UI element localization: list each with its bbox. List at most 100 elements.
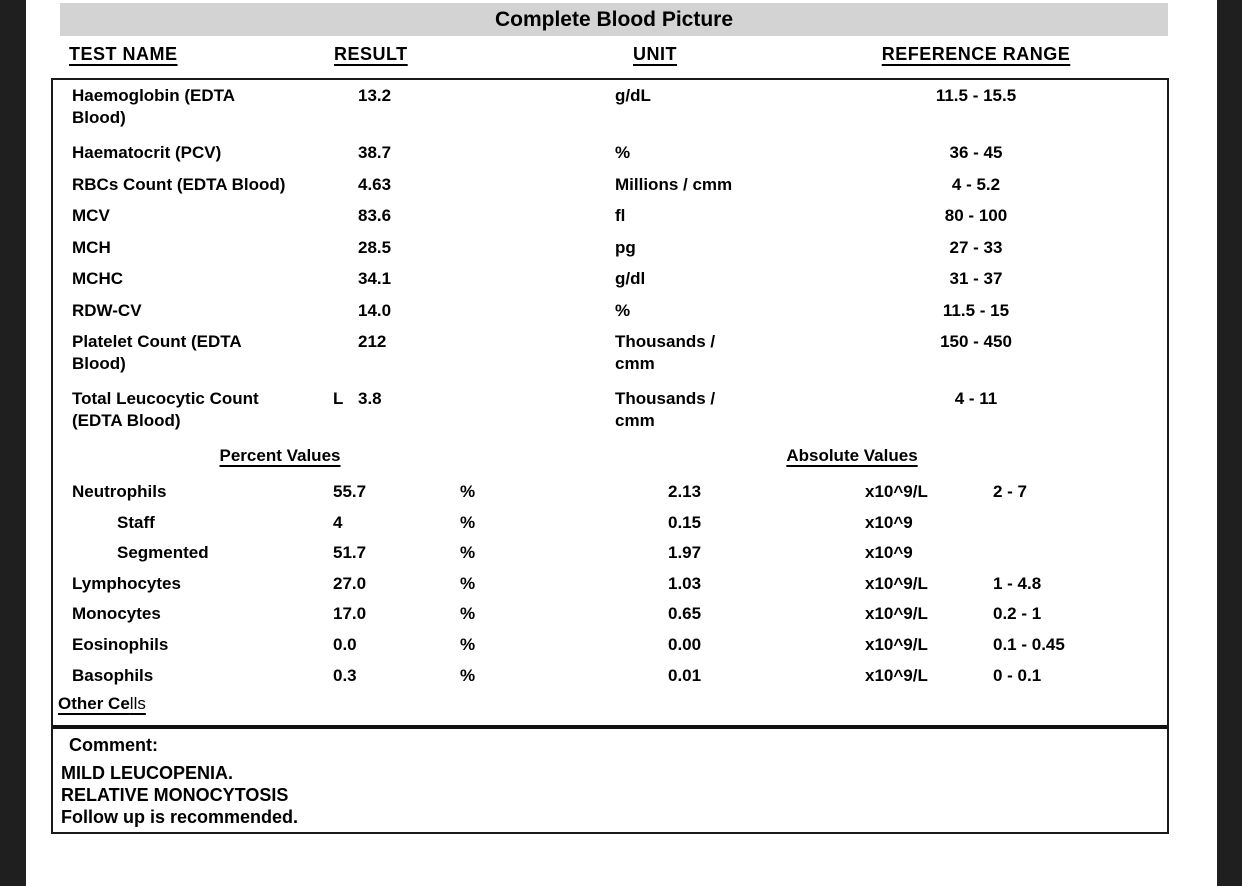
absolute-value: 2.13 xyxy=(668,482,702,501)
reference-range-value: 31 - 37 xyxy=(949,269,1003,288)
reference-range-value: 150 - 450 xyxy=(940,332,1012,351)
other-cells-row: Other Cells xyxy=(53,691,1167,725)
cell-type-name: Segmented xyxy=(117,543,209,563)
table-row: Segmented 51.7 % 1.97 x10^9 xyxy=(53,538,1167,569)
other-cells-label-bold: Other Ce xyxy=(58,694,130,714)
percent-value: 0.3 xyxy=(333,665,357,685)
absolute-unit: x10^9/L xyxy=(865,604,928,624)
column-header-unit: UNIT xyxy=(633,44,677,64)
column-header-test-name: TEST NAME xyxy=(69,44,178,64)
percent-value: 0.0 xyxy=(333,634,357,654)
test-name: MCV xyxy=(72,206,110,225)
absolute-values-heading: Absolute Values xyxy=(786,446,918,465)
test-name: RDW-CV xyxy=(72,300,142,320)
percent-unit: % xyxy=(460,543,476,563)
unit-value: g/dl xyxy=(615,269,646,288)
percent-unit: % xyxy=(460,573,476,593)
unit-value: % xyxy=(615,300,631,320)
other-cells-label: Other Cells xyxy=(58,693,146,715)
result-value: 38.7 xyxy=(358,143,392,162)
cell-type-name: Monocytes xyxy=(72,604,161,624)
unit-value: g/dL xyxy=(615,86,651,105)
reference-range-value: 11.5 - 15.5 xyxy=(935,86,1017,105)
absolute-value: 0.01 xyxy=(668,665,702,685)
report-title: Complete Blood Picture xyxy=(494,7,734,31)
table-row: MCH 28.5 pg 27 - 33 xyxy=(53,232,1167,264)
test-name: RBCs Count (EDTA Blood) xyxy=(72,174,286,194)
percent-value: 17.0 xyxy=(333,604,367,624)
cell-type-name: Basophils xyxy=(72,665,154,685)
result-value: 28.5 xyxy=(358,237,392,257)
result-value: 13.2 xyxy=(358,86,392,105)
differential-rows-group: Neutrophils 55.7 % 2.13 x10^9/L 2 - 7 St… xyxy=(53,477,1167,691)
results-table: Haemoglobin (EDTA Blood) 13.2 g/dL 11.5 … xyxy=(51,78,1169,834)
absolute-unit: x10^9 xyxy=(865,543,913,563)
table-row: RDW-CV 14.0 % 11.5 - 15 xyxy=(53,295,1167,327)
reference-range-value: 80 - 100 xyxy=(944,206,1008,225)
table-row: Eosinophils 0.0 % 0.00 x10^9/L 0.1 - 0.4… xyxy=(53,630,1167,661)
percent-unit: % xyxy=(460,634,476,654)
percent-unit: % xyxy=(460,604,476,624)
result-flag: L xyxy=(333,389,344,408)
percent-unit: % xyxy=(460,512,476,532)
absolute-value: 0.15 xyxy=(668,512,702,532)
table-row: Lymphocytes 27.0 % 1.03 x10^9/L 1 - 4.8 xyxy=(53,569,1167,600)
comment-text-line: RELATIVE MONOCYTOSIS xyxy=(61,785,289,806)
percent-value: 4 xyxy=(333,512,343,532)
test-name: Platelet Count (EDTA Blood) xyxy=(72,332,242,373)
test-name: MCH xyxy=(72,237,111,257)
unit-value: Millions / cmm xyxy=(615,174,733,194)
table-row: Platelet Count (EDTA Blood) 212 Thousand… xyxy=(53,326,1167,383)
result-value: 83.6 xyxy=(358,206,392,225)
unit-value: Thousands / cmm xyxy=(615,332,716,373)
test-name: Total Leucocytic Count (EDTA Blood) xyxy=(72,389,259,430)
result-value: 34.1 xyxy=(358,269,392,288)
reference-range-value: 0.2 - 1 xyxy=(993,604,1042,624)
table-row: Neutrophils 55.7 % 2.13 x10^9/L 2 - 7 xyxy=(53,477,1167,508)
reference-range-value: 27 - 33 xyxy=(949,237,1003,257)
test-name: MCHC xyxy=(72,269,123,288)
percent-values-heading: Percent Values xyxy=(219,446,341,465)
absolute-value: 0.65 xyxy=(668,604,702,624)
table-row: Total Leucocytic Count (EDTA Blood) L 3.… xyxy=(53,383,1167,440)
column-header-reference-range: REFERENCE RANGE xyxy=(881,44,1071,64)
table-row: Haemoglobin (EDTA Blood) 13.2 g/dL 11.5 … xyxy=(53,80,1167,137)
result-value: 4.63 xyxy=(358,174,392,194)
absolute-unit: x10^9 xyxy=(865,512,913,532)
reference-range-value: 1 - 4.8 xyxy=(993,573,1042,593)
percent-value: 55.7 xyxy=(333,482,367,501)
table-row: Staff 4 % 0.15 x10^9 xyxy=(53,508,1167,539)
absolute-value: 1.97 xyxy=(668,543,702,563)
result-value: 212 xyxy=(358,332,387,351)
absolute-value: 0.00 xyxy=(668,634,702,654)
test-name: Haematocrit (PCV) xyxy=(72,143,222,162)
unit-value: pg xyxy=(615,237,636,257)
reference-range-value: 2 - 7 xyxy=(993,482,1028,501)
cell-type-name: Eosinophils xyxy=(72,634,169,654)
reference-range-value: 0 - 0.1 xyxy=(993,665,1042,685)
section-header-row: Percent Values Absolute Values xyxy=(53,440,1167,477)
report-title-bar: Complete Blood Picture xyxy=(60,3,1168,36)
reference-range-value: 36 - 45 xyxy=(949,143,1003,162)
comment-label: Comment: xyxy=(69,735,158,756)
report-page: Complete Blood Picture TEST NAME RESULT … xyxy=(26,0,1217,886)
result-value: 14.0 xyxy=(358,300,392,320)
table-row: RBCs Count (EDTA Blood) 4.63 Millions / … xyxy=(53,169,1167,201)
percent-value: 51.7 xyxy=(333,543,367,563)
other-cells-label-regular: lls xyxy=(129,694,146,714)
unit-value: fl xyxy=(615,206,626,225)
percent-unit: % xyxy=(460,482,476,501)
cbc-rows-group: Haemoglobin (EDTA Blood) 13.2 g/dL 11.5 … xyxy=(53,80,1167,440)
table-row: Haematocrit (PCV) 38.7 % 36 - 45 xyxy=(53,137,1167,169)
column-header-result: RESULT xyxy=(334,44,408,64)
absolute-unit: x10^9/L xyxy=(865,634,928,654)
absolute-unit: x10^9/L xyxy=(865,573,928,593)
comment-text-line: MILD LEUCOPENIA. xyxy=(61,763,234,784)
comment-section: Comment: MILD LEUCOPENIA. RELATIVE MONOCY… xyxy=(53,725,1167,831)
table-row: Basophils 0.3 % 0.01 x10^9/L 0 - 0.1 xyxy=(53,661,1167,692)
table-row: Monocytes 17.0 % 0.65 x10^9/L 0.2 - 1 xyxy=(53,599,1167,630)
reference-range-value: 11.5 - 15 xyxy=(942,300,1010,320)
cell-type-name: Staff xyxy=(117,512,155,532)
comment-text-line: Follow up is recommended. xyxy=(61,807,299,828)
